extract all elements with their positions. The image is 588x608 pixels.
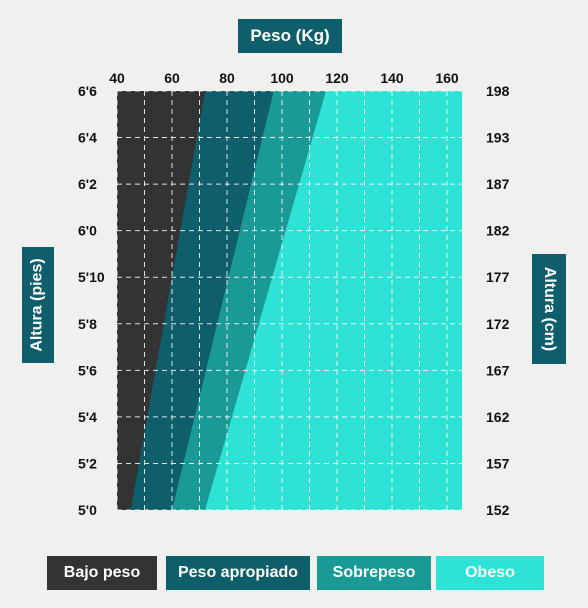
y-tick-label-right: 177: [486, 269, 510, 285]
y-tick-label-left: 5'4: [78, 409, 97, 425]
y-tick-label-left: 6'6: [78, 83, 97, 99]
y-tick-label-right: 182: [486, 223, 510, 239]
x-tick-label: 80: [219, 70, 235, 86]
y-tick-label-right: 198: [486, 83, 510, 99]
y-tick-label-left: 5'8: [78, 316, 97, 332]
chart-title: Peso (Kg): [238, 19, 342, 53]
legend-sobrepeso: Sobrepeso: [317, 556, 431, 590]
x-tick-label: 60: [164, 70, 180, 86]
x-tick-label: 120: [325, 70, 349, 86]
y-tick-label-right: 193: [486, 130, 510, 146]
y-tick-label-left: 6'0: [78, 223, 97, 239]
y-tick-label-left: 6'4: [78, 130, 97, 146]
x-tick-label: 160: [435, 70, 459, 86]
y-tick-label-right: 157: [486, 455, 510, 471]
x-tick-label: 40: [109, 70, 125, 86]
legend-bajo-peso: Bajo peso: [47, 556, 157, 590]
y-tick-label-right: 172: [486, 316, 510, 332]
y-tick-label-left: 5'6: [78, 362, 97, 378]
x-tick-label: 140: [380, 70, 404, 86]
y-tick-label-right: 187: [486, 176, 510, 192]
y-tick-label-right: 152: [486, 502, 510, 518]
y-tick-label-left: 5'0: [78, 502, 97, 518]
legend-peso-apropiado: Peso apropiado: [166, 556, 310, 590]
y-tick-label-left: 5'10: [78, 269, 105, 285]
legend-obeso: Obeso: [436, 556, 544, 590]
y-tick-label-right: 162: [486, 409, 510, 425]
y-tick-label-left: 5'2: [78, 455, 97, 471]
y-tick-label-right: 167: [486, 362, 510, 378]
y-tick-label-left: 6'2: [78, 176, 97, 192]
band-bajo-peso: [117, 91, 205, 510]
y-axis-label-left: Altura (pies): [22, 247, 54, 363]
x-tick-label: 100: [270, 70, 294, 86]
y-axis-label-right: Altura (cm): [532, 254, 566, 364]
